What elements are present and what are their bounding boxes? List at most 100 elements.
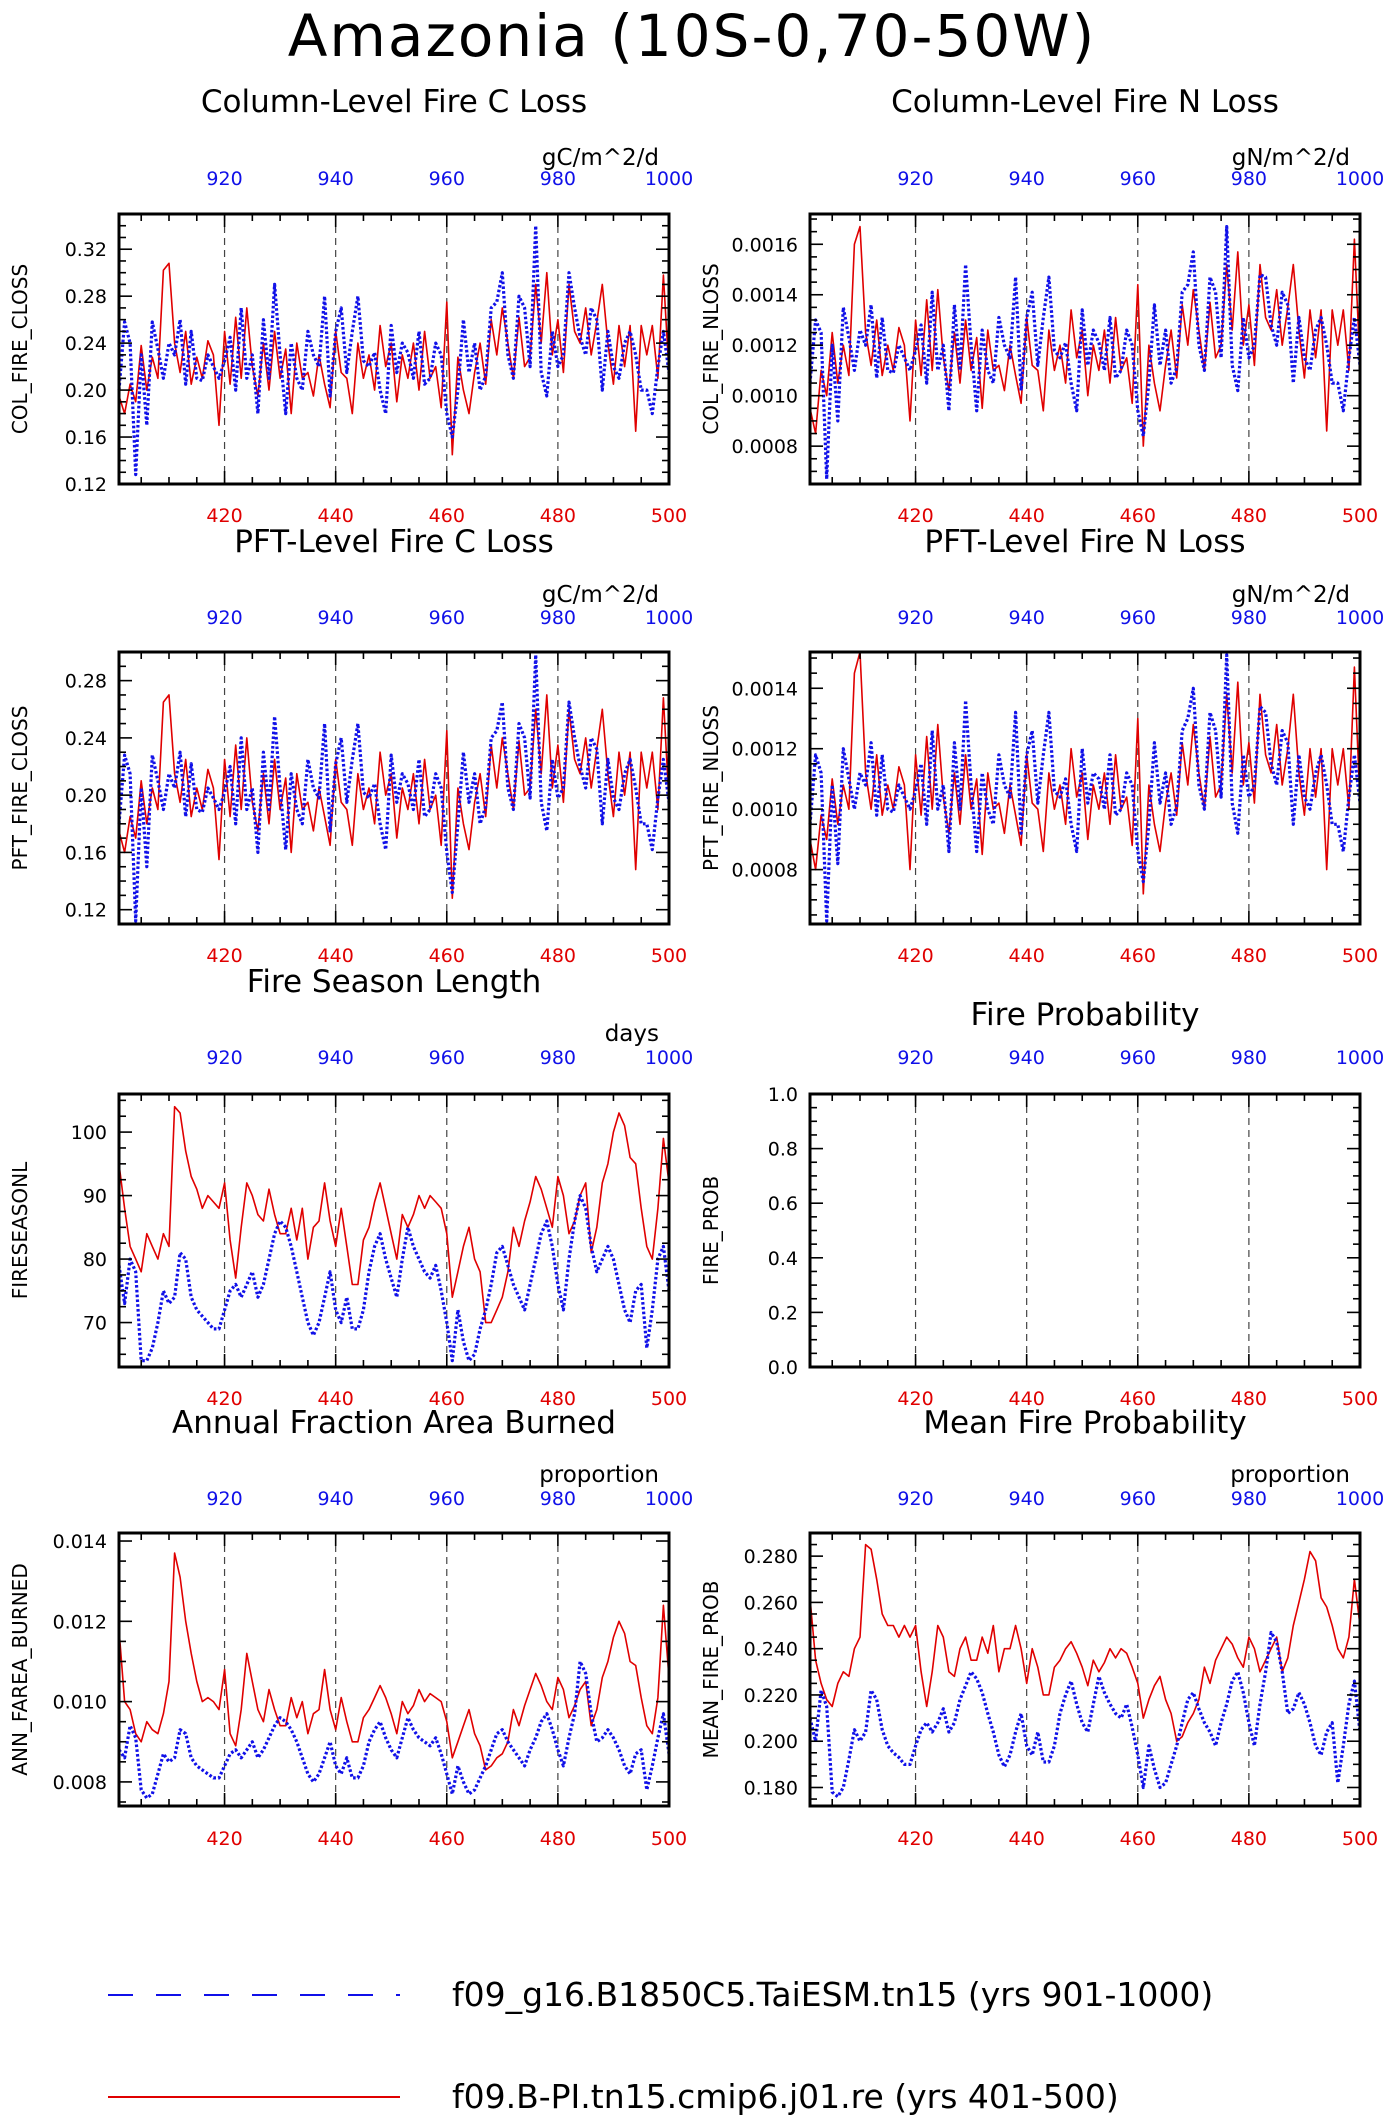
chart-title: Fire Season Length: [247, 964, 541, 1000]
x-tick-label-top: 1000: [1336, 1047, 1384, 1069]
chart-panel-ann_farea_burned: Annual Fraction Area Burned proportion 420…: [8, 1405, 693, 1850]
x-tick-label-bottom: 440: [1009, 945, 1045, 967]
x-tick-label-top: 960: [1120, 1047, 1156, 1069]
series-line-blue: [117, 1659, 671, 1800]
x-tick-label-bottom: 500: [1342, 1388, 1378, 1410]
x-tick-label-bottom: 500: [1342, 945, 1378, 967]
y-tick-label: 0.0010: [732, 799, 798, 821]
chart-units: proportion: [539, 1462, 659, 1488]
x-tick-label-top: 940: [1009, 1047, 1045, 1069]
y-tick-label: 0.20: [65, 785, 107, 807]
x-tick-label-bottom: 440: [318, 1388, 354, 1410]
x-tick-label-top: 940: [1009, 1488, 1045, 1510]
chart-title: Fire Probability: [970, 997, 1199, 1033]
x-tick-label-top: 940: [318, 607, 354, 629]
plot-frame: [117, 212, 671, 486]
chart-title: Annual Fraction Area Burned: [172, 1405, 616, 1441]
x-tick-label-top: 960: [1120, 1488, 1156, 1510]
x-tick-label-top: 960: [429, 168, 465, 190]
x-tick-label-top: 980: [1231, 168, 1267, 190]
y-tick-label: 0.16: [65, 427, 107, 449]
series-line-blue: [808, 1630, 1362, 1799]
chart-panel-col_fire_closs: Column-Level Fire C Loss gC/m^2/d 420 440 46…: [8, 84, 693, 527]
chart-panel-fireseasonl: Fire Season Length days 420 440 460 480 500 920…: [8, 964, 693, 1410]
x-tick-label-bottom: 440: [318, 945, 354, 967]
x-tick-label-top: 940: [318, 1488, 354, 1510]
chart-title: Column-Level Fire N Loss: [891, 84, 1279, 120]
plot-frame: [808, 1092, 1362, 1369]
x-tick-label-top: 920: [206, 1488, 242, 1510]
y-tick-label: 0.0016: [732, 234, 798, 256]
x-tick-label-bottom: 420: [206, 1828, 242, 1850]
plot-frame: [808, 650, 1362, 926]
chart-title: Mean Fire Probability: [923, 1405, 1246, 1441]
series-line-blue: [117, 1193, 671, 1363]
x-tick-label-bottom: 440: [318, 1828, 354, 1850]
y-tick-label: 0.0010: [732, 386, 798, 408]
chart-panel-mean_fire_prob: Mean Fire Probability proportion 420 440 460…: [699, 1405, 1384, 1850]
chart-title: PFT-Level Fire N Loss: [924, 524, 1245, 560]
y-axis-label: PFT_FIRE_CLOSS: [8, 706, 32, 871]
x-tick-label-bottom: 500: [651, 1388, 687, 1410]
series-line-blue: [808, 653, 1362, 923]
x-tick-label-top: 920: [897, 607, 933, 629]
x-tick-label-top: 1000: [645, 607, 693, 629]
x-tick-label-top: 1000: [645, 168, 693, 190]
x-tick-label-bottom: 480: [1231, 505, 1267, 527]
x-tick-label-top: 980: [1231, 1047, 1267, 1069]
y-axis-label: COL_FIRE_NLOSS: [699, 263, 723, 434]
x-tick-label-bottom: 440: [1009, 505, 1045, 527]
x-tick-label-bottom: 480: [540, 505, 576, 527]
x-tick-label-bottom: 420: [897, 945, 933, 967]
x-tick-label-bottom: 460: [1120, 1388, 1156, 1410]
y-tick-label: 0.2: [768, 1302, 798, 1324]
y-tick-label: 0.008: [53, 1772, 107, 1794]
y-tick-label: 0.24: [65, 333, 107, 355]
y-axis-label: FIRE_PROB: [699, 1176, 723, 1285]
y-axis-label: COL_FIRE_CLOSS: [8, 264, 32, 434]
x-tick-label-top: 980: [540, 1047, 576, 1069]
y-tick-label: 0.20: [65, 380, 107, 402]
series-line-red: [809, 651, 1361, 895]
plot-frame: [808, 1531, 1362, 1808]
x-tick-label-bottom: 420: [897, 1388, 933, 1410]
y-tick-label: 0.220: [744, 1685, 798, 1707]
legend-red-label: f09.B-PI.tn15.cmip6.j01.re (yrs 401-500): [452, 2077, 1119, 2116]
legend-blue-label: f09_g16.B1850C5.TaiESM.tn15 (yrs 901-100…: [452, 1975, 1213, 2014]
x-tick-label-top: 1000: [645, 1488, 693, 1510]
y-tick-label: 0.28: [65, 671, 107, 693]
chart-units: gC/m^2/d: [542, 145, 659, 171]
x-tick-label-bottom: 480: [1231, 1828, 1267, 1850]
chart-panel-col_fire_nloss: Column-Level Fire N Loss gN/m^2/d 420 440 46…: [699, 84, 1384, 527]
x-tick-label-bottom: 500: [651, 505, 687, 527]
series-line-blue: [117, 653, 671, 923]
y-tick-label: 0.8: [768, 1139, 798, 1161]
x-tick-label-bottom: 460: [429, 505, 465, 527]
y-tick-label: 0.280: [744, 1546, 798, 1568]
x-tick-label-top: 980: [540, 168, 576, 190]
page-title: Amazonia (10S-0,70-50W): [288, 2, 1097, 70]
y-tick-label: 0.180: [744, 1777, 798, 1799]
x-tick-label-top: 940: [318, 1047, 354, 1069]
x-tick-label-bottom: 480: [540, 1388, 576, 1410]
x-tick-label-bottom: 460: [429, 1388, 465, 1410]
x-tick-label-bottom: 480: [1231, 945, 1267, 967]
x-tick-label-bottom: 500: [1342, 505, 1378, 527]
x-tick-label-top: 1000: [1336, 168, 1384, 190]
x-tick-label-top: 920: [206, 607, 242, 629]
chart-panel-fire_prob: Fire Probability 420 440 460 480 500 920 940 960…: [699, 997, 1384, 1410]
y-tick-label: 0.0: [768, 1357, 798, 1379]
x-tick-label-top: 920: [206, 168, 242, 190]
y-tick-label: 0.0008: [732, 860, 798, 882]
chart-title: PFT-Level Fire C Loss: [234, 524, 554, 560]
y-tick-label: 0.28: [65, 286, 107, 308]
y-tick-label: 100: [71, 1122, 107, 1144]
chart-units: proportion: [1230, 1462, 1350, 1488]
y-tick-label: 0.12: [65, 900, 107, 922]
chart-units: gC/m^2/d: [542, 582, 659, 608]
y-tick-label: 0.012: [53, 1611, 107, 1633]
x-tick-label-top: 940: [1009, 168, 1045, 190]
y-tick-label: 0.32: [65, 239, 107, 261]
